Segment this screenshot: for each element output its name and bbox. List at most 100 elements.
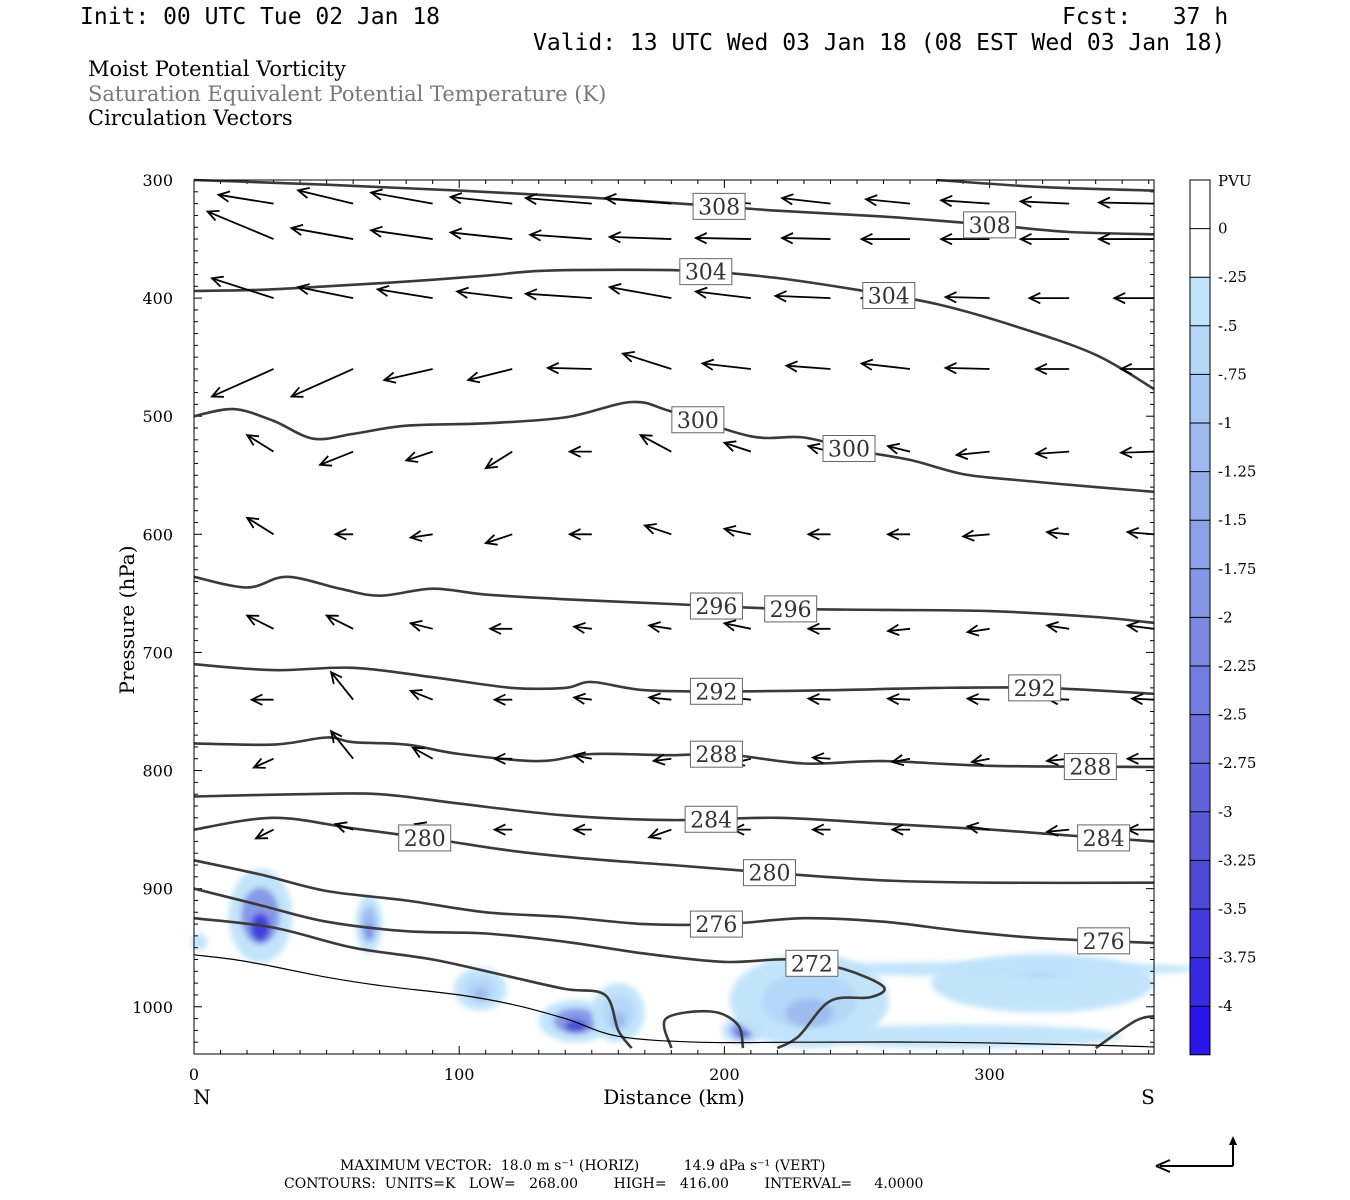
vector-head (1045, 527, 1059, 540)
contour-label-box (689, 592, 743, 620)
contour-label-box (398, 824, 452, 852)
vector-head (488, 622, 502, 635)
vector-head (333, 821, 348, 833)
circulation-vector (890, 823, 911, 836)
vector-head (722, 440, 737, 452)
vector-shaft (941, 199, 990, 205)
colorbar-cell (1190, 666, 1210, 715)
contour-label-300: 300 (822, 435, 876, 463)
theta-contour-288 (193, 736, 1155, 769)
colorbar-frame (1189, 179, 1211, 1056)
x-tick-label: 100 (444, 1065, 475, 1084)
axis-labels: 300 400 500 600 700 800 900 1000 0 100 200 300 Dista… (115, 171, 1155, 1109)
circulation-vector (1034, 447, 1070, 460)
contour-label-296: 296 (689, 592, 743, 620)
circulation-vector (1129, 693, 1155, 706)
contour-label-box (671, 406, 725, 434)
vector-head (210, 275, 224, 288)
contour-label-text: 280 (404, 827, 446, 852)
vector-head (324, 614, 339, 626)
vector-shaft (609, 286, 672, 299)
circulation-vector (205, 210, 274, 240)
y-tick-label: 1000 (132, 998, 173, 1017)
vector-head (939, 232, 953, 246)
vector-shaft (319, 450, 354, 466)
vector-shaft (695, 237, 751, 240)
circulation-vector (210, 275, 274, 299)
contour-label-box (862, 282, 916, 310)
circulation-vector (722, 440, 752, 453)
circulation-vector (939, 232, 990, 246)
circulation-vector (572, 692, 592, 705)
vector-head (289, 223, 304, 236)
vector-head (528, 229, 542, 242)
vector-head (249, 693, 263, 706)
contour-label-box (1077, 824, 1131, 852)
vector-shaft (971, 757, 990, 763)
circulation-vector (411, 746, 434, 760)
vector-head (780, 193, 794, 206)
circulation-vector (969, 754, 990, 767)
init-time: Init: 00 UTC Tue 02 Jan 18 (80, 4, 441, 30)
colorbar-cell (1190, 957, 1210, 1007)
contour-label-288: 288 (1063, 753, 1117, 781)
vector-head (1045, 621, 1059, 634)
contour-label-text: 300 (677, 409, 719, 434)
pv-blob (777, 961, 1202, 977)
circulation-vector (296, 187, 354, 205)
colorbar-label: -1.25 (1218, 463, 1256, 481)
vector-shaft (1036, 450, 1070, 455)
theta-contour-296 (193, 575, 1155, 625)
vector-shaft (649, 624, 672, 630)
contour-label-292: 292 (1008, 674, 1062, 702)
colorbar-label: -3.25 (1218, 851, 1256, 869)
vector-head (572, 751, 587, 764)
vector-shaft (410, 533, 433, 539)
vector-head (700, 358, 715, 371)
vector-shaft (1127, 624, 1155, 630)
vector-shaft (525, 292, 592, 300)
vector-head (369, 188, 383, 201)
vector-shaft (967, 825, 990, 831)
vector-head (245, 614, 260, 626)
circulation-vector (1118, 446, 1155, 459)
contour-label-box (684, 805, 738, 833)
y-tick-label: 900 (142, 880, 173, 899)
circulation-vector (965, 624, 990, 637)
pv-blob-core (365, 922, 374, 941)
circulation-vector (448, 227, 513, 240)
x-tick-label: 200 (709, 1065, 740, 1084)
colorbar-cell (1190, 228, 1210, 278)
terrain-line (193, 954, 1155, 1048)
circulation-vector (408, 689, 434, 701)
vector-shaft (450, 196, 513, 205)
contour-label-276: 276 (689, 910, 743, 938)
vector-head (647, 621, 662, 634)
vector-shaft (253, 757, 274, 769)
theta-contour-272 (193, 916, 633, 1049)
vector-shaft (605, 197, 672, 205)
colorbar-cell (1190, 714, 1210, 764)
y-tick-label: 800 (142, 762, 173, 781)
vector-head (483, 534, 498, 546)
circulation-vector (859, 232, 911, 246)
colorbar-label: -3 (1218, 803, 1233, 821)
vector-shaft (892, 757, 911, 763)
circulation-vector (810, 752, 831, 765)
vector-head (492, 823, 506, 836)
vector-head (647, 692, 661, 705)
circulation-vector (890, 754, 911, 767)
circulation-vector (408, 620, 433, 632)
circulation-vector (1027, 292, 1070, 305)
colorbar: PVU 0 -.25 -.5 -.75 -1 -1.25 -1.5 -1.75 -2 -2.25 -2… (1189, 172, 1256, 1056)
vector-shaft (291, 368, 354, 398)
theta-contour-300 (193, 400, 1155, 494)
circulation-vector (382, 368, 433, 384)
circulation-vector (249, 693, 274, 706)
vector-head (885, 528, 900, 541)
vector-head (806, 528, 820, 541)
theta-contour-284 (193, 792, 1155, 843)
vector-head (954, 447, 969, 460)
vector-shaft (370, 229, 433, 240)
colorbar-cell (1190, 374, 1210, 423)
